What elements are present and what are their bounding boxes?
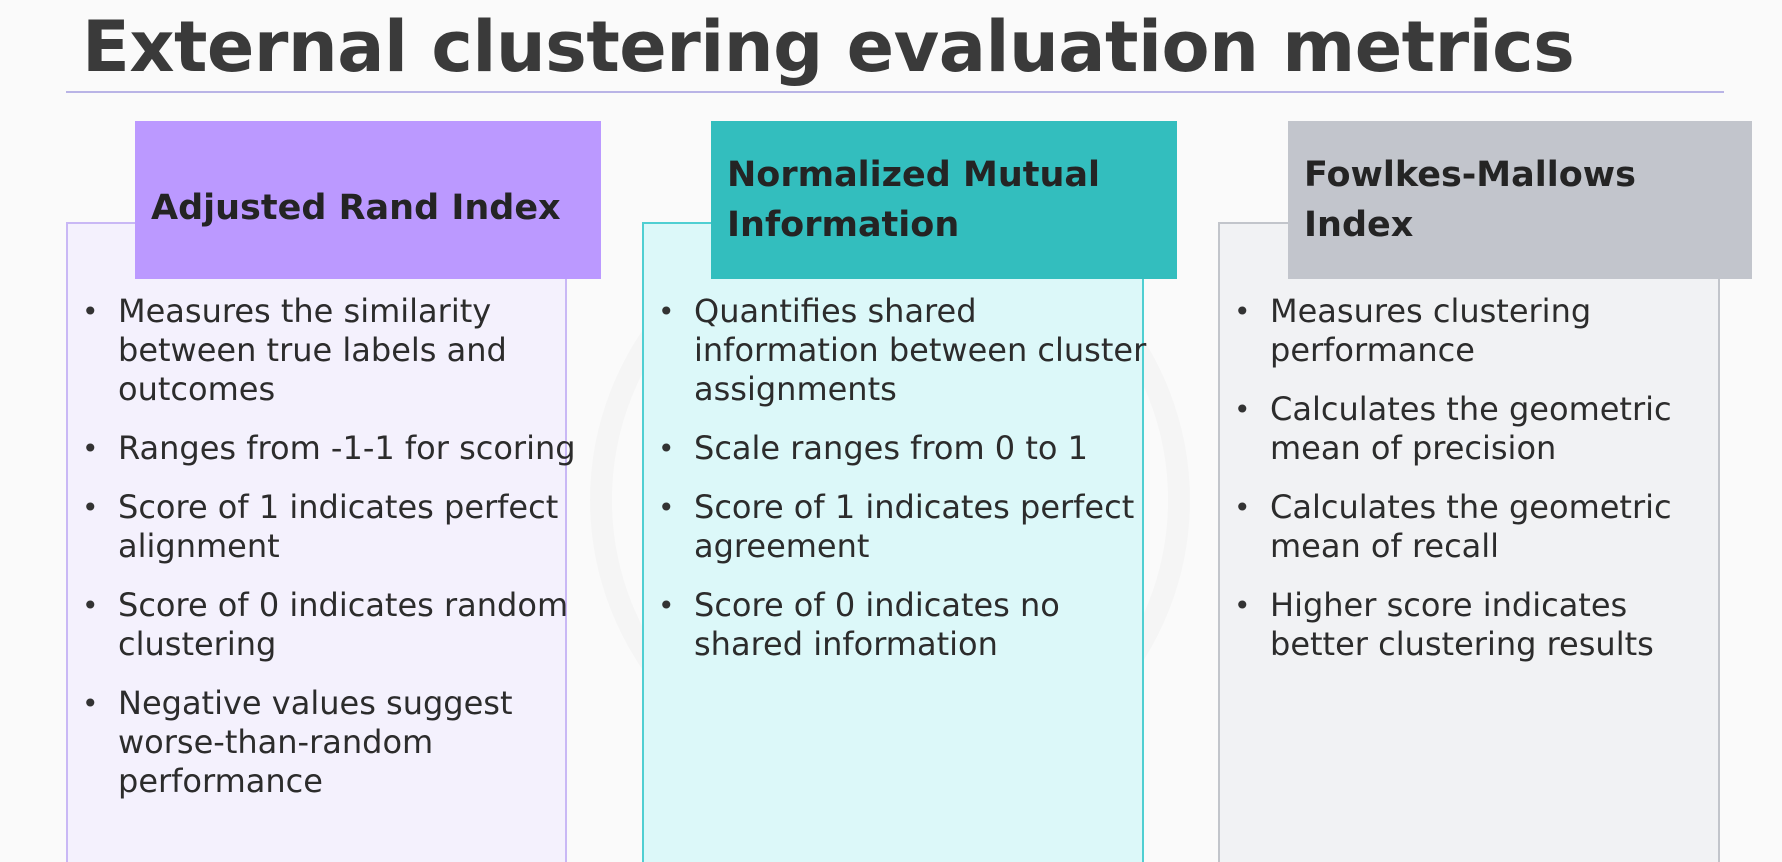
fmi-bullet-text: Measures clustering performance	[1270, 292, 1592, 369]
bullet-dot-icon: •	[82, 589, 99, 622]
ari-bullet-text: Score of 1 indicates perfect alignment	[118, 488, 559, 565]
slide-title: External clustering evaluation metrics	[82, 6, 1575, 88]
fmi-card-heading: Fowlkes-Mallows Index	[1304, 155, 1636, 245]
ari-bullet-text: Measures the similarity between true lab…	[118, 292, 507, 408]
nmi-card-panel	[642, 222, 1144, 862]
nmi-bullet-text: Scale ranges from 0 to 1	[694, 429, 1088, 467]
ari-bullet-text: Negative values suggest worse-than-rando…	[118, 684, 513, 800]
ari-bullet-item: • Ranges from -1-1 for scoring	[82, 429, 582, 468]
nmi-card-heading: Normalized Mutual Information	[727, 155, 1101, 245]
fmi-card-header: Fowlkes-Mallows Index	[1288, 121, 1752, 279]
nmi-bullet-item: • Score of 0 indicates no shared informat…	[658, 586, 1158, 664]
ari-bullet-text: Ranges from -1-1 for scoring	[118, 429, 576, 467]
nmi-bullet-text: Score of 1 indicates perfect agreement	[694, 488, 1135, 565]
bullet-dot-icon: •	[658, 589, 675, 622]
ari-card-heading: Adjusted Rand Index	[151, 188, 561, 228]
ari-card-panel	[66, 222, 567, 862]
bullet-dot-icon: •	[82, 432, 99, 465]
nmi-bullet-text: Score of 0 indicates no shared informati…	[694, 586, 1060, 663]
fmi-bullet-text: Calculates the geometric mean of recall	[1270, 488, 1672, 565]
nmi-bullet-list: • Quantifies shared information between c…	[658, 292, 1158, 684]
bullet-dot-icon: •	[82, 687, 99, 720]
bullet-dot-icon: •	[82, 491, 99, 524]
title-divider	[66, 91, 1724, 93]
nmi-bullet-text: Quantifies shared information between cl…	[694, 292, 1147, 408]
fmi-bullet-item: • Calculates the geometric mean of precis…	[1234, 390, 1734, 468]
nmi-card-header: Normalized Mutual Information	[711, 121, 1177, 279]
fmi-bullet-item: • Calculates the geometric mean of recall	[1234, 488, 1734, 566]
fmi-bullet-text: Higher score indicates better clustering…	[1270, 586, 1654, 663]
bullet-dot-icon: •	[658, 491, 675, 524]
nmi-bullet-item: • Scale ranges from 0 to 1	[658, 429, 1158, 468]
ari-bullet-text: Score of 0 indicates random clustering	[118, 586, 569, 663]
fmi-bullet-item: • Higher score indicates better clusterin…	[1234, 586, 1734, 664]
bullet-dot-icon: •	[658, 295, 675, 328]
bullet-dot-icon: •	[1234, 393, 1251, 426]
ari-bullet-list: • Measures the similarity between true la…	[82, 292, 582, 821]
fmi-bullet-text: Calculates the geometric mean of precisi…	[1270, 390, 1672, 467]
ari-bullet-item: • Score of 0 indicates random clustering	[82, 586, 582, 664]
ari-bullet-item: • Score of 1 indicates perfect alignment	[82, 488, 582, 566]
nmi-bullet-item: • Quantifies shared information between c…	[658, 292, 1158, 409]
bullet-dot-icon: •	[1234, 295, 1251, 328]
nmi-bullet-item: • Score of 1 indicates perfect agreement	[658, 488, 1158, 566]
bullet-dot-icon: •	[1234, 491, 1251, 524]
ari-card-header: Adjusted Rand Index	[135, 121, 601, 279]
fmi-bullet-list: • Measures clustering performance • Calcul…	[1234, 292, 1734, 684]
ari-bullet-item: • Negative values suggest worse-than-rand…	[82, 684, 582, 801]
fmi-bullet-item: • Measures clustering performance	[1234, 292, 1734, 370]
bullet-dot-icon: •	[658, 432, 675, 465]
bullet-dot-icon: •	[82, 295, 99, 328]
ari-bullet-item: • Measures the similarity between true la…	[82, 292, 582, 409]
bullet-dot-icon: •	[1234, 589, 1251, 622]
